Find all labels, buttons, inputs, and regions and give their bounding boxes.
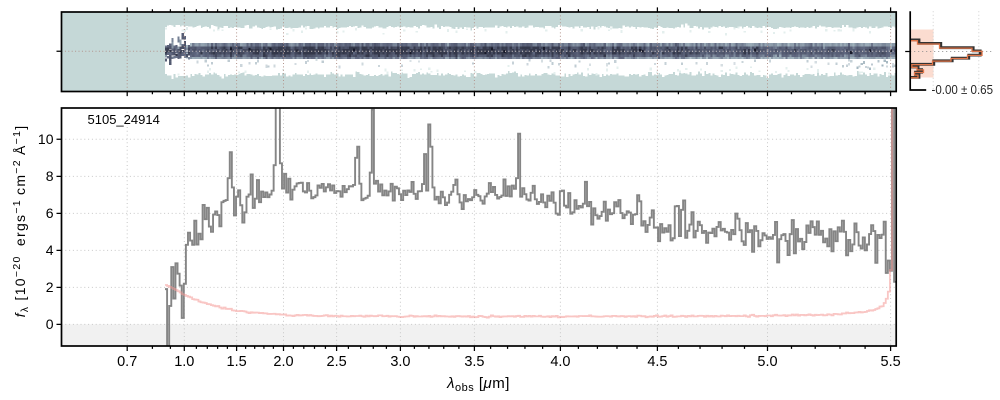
svg-text:4.5: 4.5 xyxy=(647,354,667,370)
svg-text:8: 8 xyxy=(46,168,54,184)
svg-text:5105_24914: 5105_24914 xyxy=(88,112,160,127)
svg-text:10: 10 xyxy=(38,131,54,147)
svg-text:0.7: 0.7 xyxy=(117,354,137,370)
svg-text:6: 6 xyxy=(46,205,54,221)
svg-text:4.0: 4.0 xyxy=(550,354,570,370)
svg-text:2.0: 2.0 xyxy=(273,354,293,370)
svg-text:0: 0 xyxy=(46,316,54,332)
svg-text:1.5: 1.5 xyxy=(227,354,247,370)
svg-text:5.0: 5.0 xyxy=(757,354,777,370)
svg-text:4: 4 xyxy=(46,242,54,258)
svg-text:1.0: 1.0 xyxy=(174,354,194,370)
svg-text:5.5: 5.5 xyxy=(881,354,901,370)
svg-text:fλ [10−20 ergs−1 cm−2 Å−1]: fλ [10−20 ergs−1 cm−2 Å−1] xyxy=(11,125,31,318)
svg-text:λobs [μm]: λobs [μm] xyxy=(446,375,510,394)
svg-text:3.5: 3.5 xyxy=(464,354,484,370)
svg-text:2.5: 2.5 xyxy=(327,354,347,370)
svg-text:-0.00 ± 0.65: -0.00 ± 0.65 xyxy=(932,82,994,97)
svg-text:2: 2 xyxy=(46,279,54,295)
svg-text:3.0: 3.0 xyxy=(390,354,410,370)
